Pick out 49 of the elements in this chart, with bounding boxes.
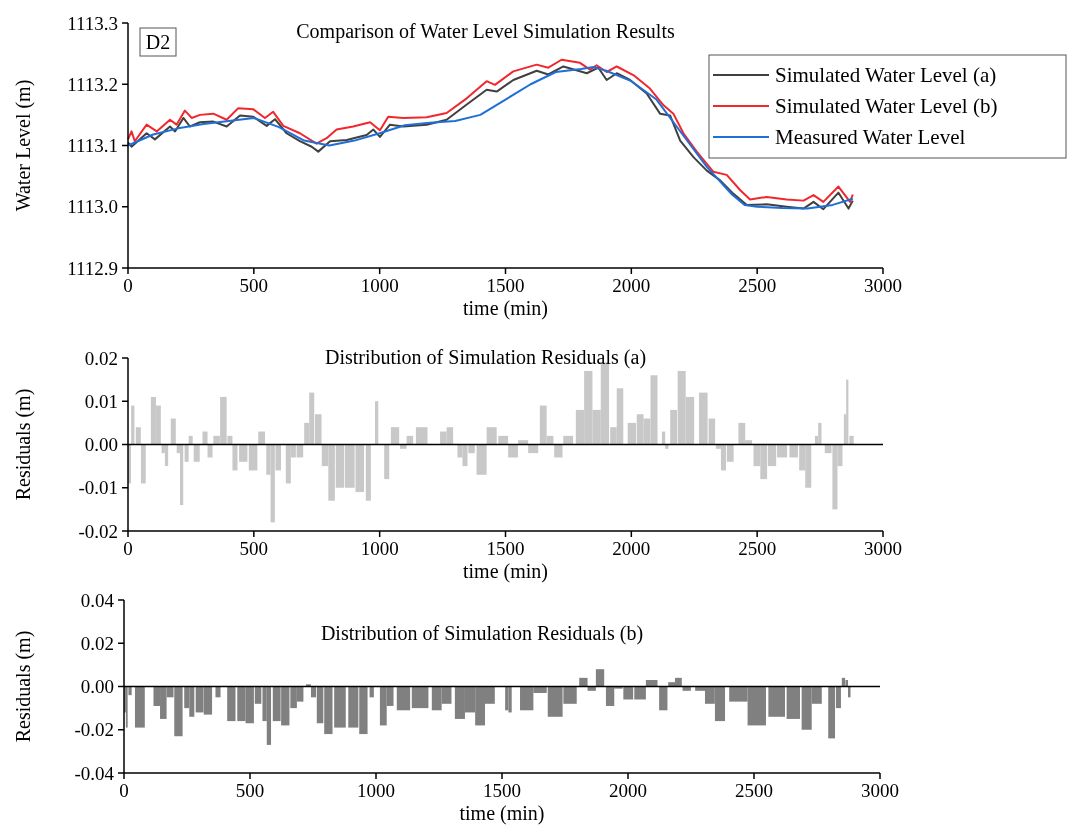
y-tick-label: 1113.3	[67, 12, 118, 34]
legend-label: Simulated Water Level (b)	[775, 94, 998, 119]
y-tick-label: -0.04	[74, 762, 115, 784]
x-tick-label: 0	[123, 275, 133, 296]
y-tick-label: 0.04	[80, 589, 115, 611]
y-tick-label: 1113.0	[67, 196, 118, 218]
y-tick-label: 1113.1	[67, 135, 118, 157]
x-tick-label: 0	[123, 538, 133, 559]
x-tick-label: 0	[119, 780, 129, 801]
y-tick-label: 1113.2	[67, 73, 118, 95]
y-tick-label: 0.00	[84, 434, 118, 456]
x-tick-label: 500	[235, 780, 265, 801]
x-tick-label: 2000	[612, 275, 651, 296]
x-tick-label: 2500	[735, 780, 773, 801]
x-tick-label: 1500	[483, 780, 521, 801]
x-tick-label: 2000	[609, 780, 647, 801]
x-axis-title: time (min)	[463, 297, 548, 320]
x-tick-label: 1000	[357, 780, 395, 801]
y-axis-title: Residuals (m)	[12, 630, 35, 743]
chart-title: Distribution of Simulation Residuals (a)	[324, 346, 647, 369]
x-tick-label: 500	[239, 275, 269, 296]
chart-title: Comparison of Water Level Simulation Results	[296, 20, 675, 43]
x-tick-label: 3000	[864, 275, 902, 296]
y-tick-label: 0.01	[84, 390, 118, 412]
annotation: D2	[145, 31, 171, 53]
x-axis-title: time (min)	[459, 802, 545, 825]
x-tick-label: 500	[239, 538, 269, 559]
y-axis-title: Residuals (m)	[12, 388, 35, 501]
x-tick-label: 1000	[360, 275, 399, 296]
x-tick-label: 1000	[360, 538, 399, 559]
x-tick-label: 1500	[486, 275, 525, 296]
y-tick-label: 1112.9	[67, 257, 118, 279]
x-tick-label: 3000	[861, 780, 899, 801]
text: Distribution of Simulation Residuals (b)	[320, 622, 644, 645]
y-tick-label: -0.01	[78, 477, 118, 499]
x-axis-title: time (min)	[463, 560, 548, 583]
y-tick-label: 0.00	[80, 676, 114, 698]
x-tick-label: 1500	[486, 538, 525, 559]
y-tick-label: 0.02	[80, 632, 114, 654]
y-tick-label: 0.02	[84, 347, 118, 369]
x-tick-label: 2000	[612, 538, 651, 559]
legend-label: Measured Water Level	[775, 125, 966, 150]
y-tick-label: -0.02	[78, 520, 118, 542]
x-tick-label: 3000	[864, 538, 902, 559]
x-tick-label: 2500	[738, 538, 777, 559]
y-tick-label: -0.02	[74, 719, 114, 741]
x-tick-label: 2500	[738, 275, 777, 296]
legend-label: Simulated Water Level (a)	[775, 63, 997, 88]
y-axis-title: Water Level (m)	[12, 79, 35, 212]
